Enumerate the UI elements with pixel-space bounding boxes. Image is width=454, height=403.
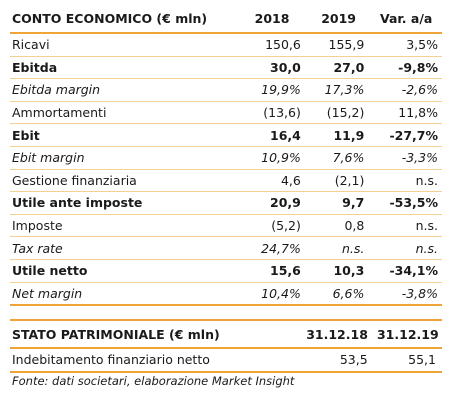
header-year-2018: 2018 [237,4,307,34]
row-ricavi: Ricavi 150,6 155,9 3,5% [10,33,442,57]
row-ebitda-margin: Ebitda margin 19,9% 17,3% -2,6% [10,78,442,102]
row-label: Ricavi [10,33,238,57]
row-ammortamenti: Ammortamenti (13,6) (15,2) 11,8% [10,101,442,125]
value-2018: 19,9% [237,78,307,102]
value-change: -3,8% [370,282,442,307]
value-2018: 150,6 [237,33,307,57]
value-change: -3,3% [370,146,442,170]
value-2018: 16,4 [237,123,307,147]
row-utile-netto: Utile netto 15,6 10,3 -34,1% [10,259,442,283]
value-2019: 17,3% [306,78,371,102]
balance-sheet-table: STATO PATRIMONIALE (€ mln) 31.12.18 31.1… [10,319,442,373]
value-2018: 10,9% [237,146,307,170]
value-2019: (2,1) [306,169,371,193]
row-ebitda: Ebitda 30,0 27,0 -9,8% [10,56,442,80]
row-label: Utile netto [10,259,238,283]
income-statement-table: CONTO ECONOMICO (€ mln) 2018 2019 Var. a… [10,4,442,307]
value-2019: n.s. [306,236,371,260]
row-label: Ebit [10,123,238,147]
row-label: Tax rate [10,236,238,260]
value-change: n.s. [370,169,442,193]
header-year-2019: 2019 [306,4,371,34]
row-label: Gestione finanziaria [10,169,238,193]
value-2018: 4,6 [237,169,307,193]
value-change: n.s. [370,214,442,238]
value-2018: 15,6 [237,259,307,283]
value-2018: 53,5 [300,348,374,373]
source-note: Fonte: dati societari, elaborazione Mark… [12,374,295,388]
row-ebit: Ebit 16,4 11,9 -27,7% [10,123,442,147]
value-change: -53,5% [370,191,442,215]
value-2019: (15,2) [306,101,371,125]
row-label: Net margin [10,282,238,307]
value-2018: 30,0 [237,56,307,80]
value-2019: 7,6% [306,146,371,170]
value-2019: 6,6% [306,282,371,307]
row-gestione-finanziaria: Gestione finanziaria 4,6 (2,1) n.s. [10,169,442,193]
value-2019: 55,1 [373,348,442,373]
value-2019: 10,3 [306,259,371,283]
row-label: Ebitda margin [10,78,238,102]
row-imposte: Imposte (5,2) 0,8 n.s. [10,214,442,238]
value-change: -27,7% [370,123,442,147]
income-header-label: CONTO ECONOMICO (€ mln) [10,4,238,34]
value-2019: 27,0 [306,56,371,80]
balance-table-header: STATO PATRIMONIALE (€ mln) 31.12.18 31.1… [10,319,442,349]
row-label: Ammortamenti [10,101,238,125]
header-date-2019: 31.12.19 [373,319,442,349]
value-2018: 20,9 [237,191,307,215]
value-2018: (13,6) [237,101,307,125]
value-2018: 24,7% [237,236,307,260]
value-2018: (5,2) [237,214,307,238]
row-label: Ebitda [10,56,238,80]
balance-header-label: STATO PATRIMONIALE (€ mln) [10,319,301,349]
income-table-header: CONTO ECONOMICO (€ mln) 2018 2019 Var. a… [10,4,442,34]
row-label: Utile ante imposte [10,191,238,215]
value-change: 3,5% [370,33,442,57]
value-2019: 0,8 [306,214,371,238]
value-change: n.s. [370,236,442,260]
value-2018: 10,4% [237,282,307,307]
row-label: Ebit margin [10,146,238,170]
value-change: -2,6% [370,78,442,102]
value-change: 11,8% [370,101,442,125]
row-net-margin: Net margin 10,4% 6,6% -3,8% [10,282,442,307]
row-label: Imposte [10,214,238,238]
value-change: -9,8% [370,56,442,80]
value-change: -34,1% [370,259,442,283]
row-utile-ante-imposte: Utile ante imposte 20,9 9,7 -53,5% [10,191,442,215]
row-tax-rate: Tax rate 24,7% n.s. n.s. [10,236,442,260]
row-indebitamento: Indebitamento finanziario netto 53,5 55,… [10,348,442,373]
header-yoy-change: Var. a/a [370,4,442,34]
row-ebit-margin: Ebit margin 10,9% 7,6% -3,3% [10,146,442,170]
value-2019: 9,7 [306,191,371,215]
value-2019: 11,9 [306,123,371,147]
value-2019: 155,9 [306,33,371,57]
row-label: Indebitamento finanziario netto [10,348,301,373]
header-date-2018: 31.12.18 [300,319,374,349]
